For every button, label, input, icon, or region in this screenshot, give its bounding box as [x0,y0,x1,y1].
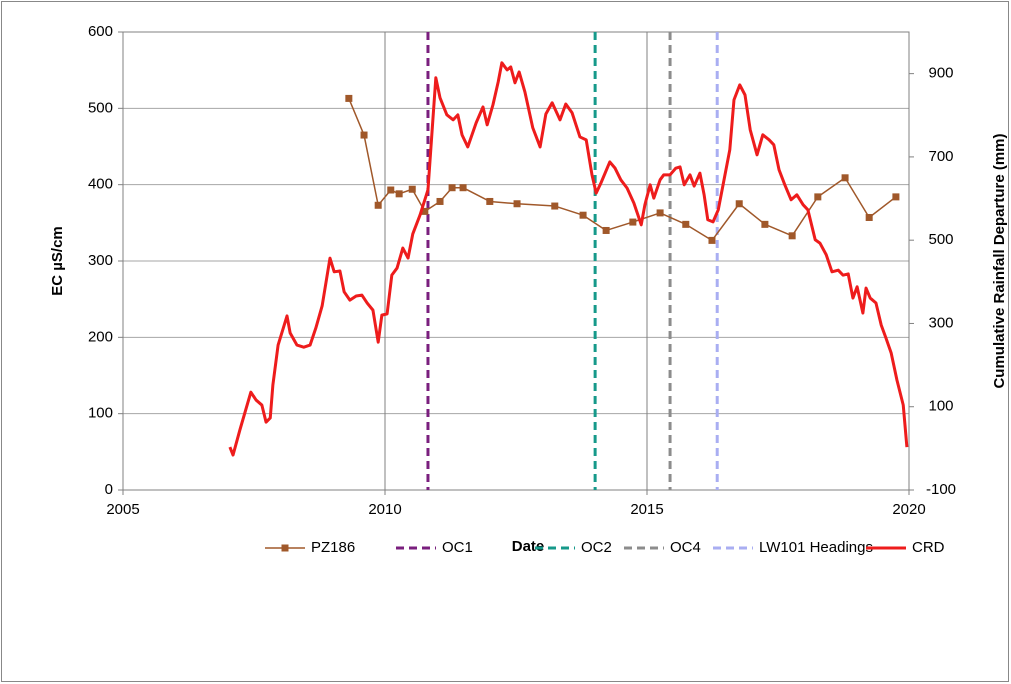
x-tick-label: 2015 [630,501,663,518]
data-point [408,185,416,193]
data-point [513,200,521,208]
data-point [395,190,403,198]
data-point [421,207,429,215]
data-point [459,184,467,192]
y-tick-label: 200 [88,328,113,345]
data-point [761,220,769,228]
y-tick-label: 500 [88,99,113,116]
data-point [682,220,690,228]
legend-label: OC4 [670,539,701,556]
legend-label: PZ186 [311,539,355,556]
data-point [629,218,637,226]
data-point [374,201,382,209]
x-tick-label: 2020 [892,501,925,518]
y2-tick-label: 500 [928,231,953,248]
data-point [360,131,368,139]
y-tick-label: 0 [105,481,113,498]
data-point [865,213,873,221]
y-tick-label: 400 [88,176,113,193]
data-point [448,184,456,192]
y2-tick-label: 300 [928,314,953,331]
data-point [345,94,353,102]
y2-axis-label: Cumulative Rainfall Departure (mm) [991,133,1008,388]
y-axis-label: EC µS/cm [49,226,66,296]
plot-border [122,31,910,491]
series-line [228,61,909,457]
y2-tick-label: 700 [928,148,953,165]
data-point [788,232,796,240]
legend-marker [281,544,289,552]
data-point [841,174,849,182]
y2-tick-label: -100 [926,481,956,498]
y-tick-label: 300 [88,252,113,269]
data-point [551,202,559,210]
y2-tick-label: 100 [928,398,953,415]
legend-label: LW101 Headings [759,539,873,556]
legend-label: OC1 [442,539,473,556]
data-point [708,236,716,244]
data-point [735,200,743,208]
y-tick-label: 600 [88,23,113,40]
data-point [892,193,900,201]
data-point [486,197,494,205]
data-point [814,193,822,201]
y2-tick-label: 900 [928,65,953,82]
data-point [387,186,395,194]
y-tick-label: 100 [88,405,113,422]
data-point [602,226,610,234]
legend-label: OC2 [581,539,612,556]
x-axis-label: Date [512,538,545,555]
data-point [579,211,587,219]
data-point [656,209,664,217]
x-tick-label: 2010 [368,501,401,518]
data-point [436,197,444,205]
x-tick-label: 2005 [106,501,139,518]
legend-label: CRD [912,539,945,556]
